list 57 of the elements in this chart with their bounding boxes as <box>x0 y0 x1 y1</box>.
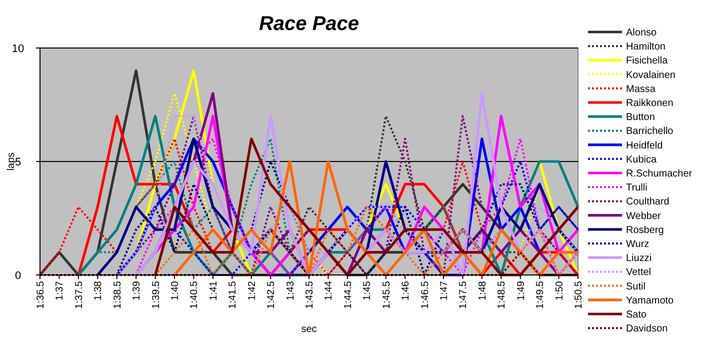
legend-label: Barrichello <box>626 126 674 138</box>
legend-label: Davidson <box>626 324 668 335</box>
legend-label: Kovalainen <box>626 70 676 81</box>
x-tick-label: 1:47.5 <box>458 280 470 309</box>
x-tick-label: 1:50 <box>554 280 566 300</box>
x-tick-label: 1:43 <box>285 280 296 300</box>
x-tick-label: 1:37.5 <box>74 280 85 309</box>
x-tick-label: 1:37 <box>54 280 66 300</box>
legend-label: Kubica <box>626 154 658 166</box>
y-axis-title: laps <box>6 152 17 171</box>
x-tick-label: 1:49 <box>516 280 527 300</box>
legend-label: Button <box>626 112 655 124</box>
x-tick-label: 1:45 <box>362 280 374 300</box>
x-tick-label: 1:39 <box>132 280 143 300</box>
x-tick-label: 1:39.5 <box>150 280 162 309</box>
x-tick-label: 1:40 <box>170 280 181 300</box>
x-tick-label: 1:41 <box>208 280 220 300</box>
x-tick-label: 1:36.5 <box>36 280 46 309</box>
legend-label: Sato <box>626 310 648 320</box>
legend-label: Massa <box>626 84 656 95</box>
legend-label: Wurz <box>626 239 650 250</box>
x-tick-label: 1:49.5 <box>535 280 546 309</box>
legend-label: Coulthard <box>626 196 670 208</box>
legend-label: Fisichella <box>626 56 668 67</box>
legend-label: Vettel <box>626 267 652 278</box>
y-tick-label: 0 <box>14 270 22 282</box>
x-axis-title: sec <box>301 324 317 335</box>
legend-label: Raikkonen <box>626 98 674 109</box>
legend-label: Trulli <box>626 182 648 194</box>
x-tick-label: 1:50.5 <box>574 280 584 309</box>
legend-label: Webber <box>626 210 662 222</box>
legend-label: Liuzzi <box>626 253 652 264</box>
x-tick-label: 1:43.5 <box>304 280 316 309</box>
chart-title: Race Pace <box>258 13 360 35</box>
legend-label: Rosberg <box>626 224 664 236</box>
legend-label: R.Schumacher <box>626 168 693 180</box>
legend-label: Yamamoto <box>626 295 674 306</box>
legend-label: Hamilton <box>626 42 666 53</box>
x-tick-label: 1:48 <box>477 280 488 300</box>
x-tick-label: 1:45.5 <box>381 280 392 309</box>
x-tick-label: 1:38 <box>93 280 104 300</box>
x-tick-label: 1:48.5 <box>496 280 508 309</box>
x-tick-label: 1:40.5 <box>189 280 200 309</box>
x-tick-label: 1:44.5 <box>342 280 354 309</box>
x-tick-label: 1:41.5 <box>228 280 239 309</box>
legend-label: Alonso <box>626 28 658 38</box>
y-tick-label: 5 <box>14 156 22 168</box>
x-tick-label: 1:42.5 <box>266 280 278 309</box>
legend-label: Heidfeld <box>626 140 663 152</box>
x-tick-label: 1:47 <box>439 280 450 300</box>
x-tick-label: 1:46.5 <box>420 280 431 309</box>
x-tick-label: 1:44 <box>324 280 335 300</box>
x-tick-label: 1:46 <box>400 280 412 300</box>
y-tick-label: 10 <box>12 42 24 55</box>
x-tick-label: 1:42 <box>246 280 258 300</box>
legend-label: Sutil <box>626 281 646 292</box>
x-tick-label: 1:38.5 <box>112 280 124 309</box>
